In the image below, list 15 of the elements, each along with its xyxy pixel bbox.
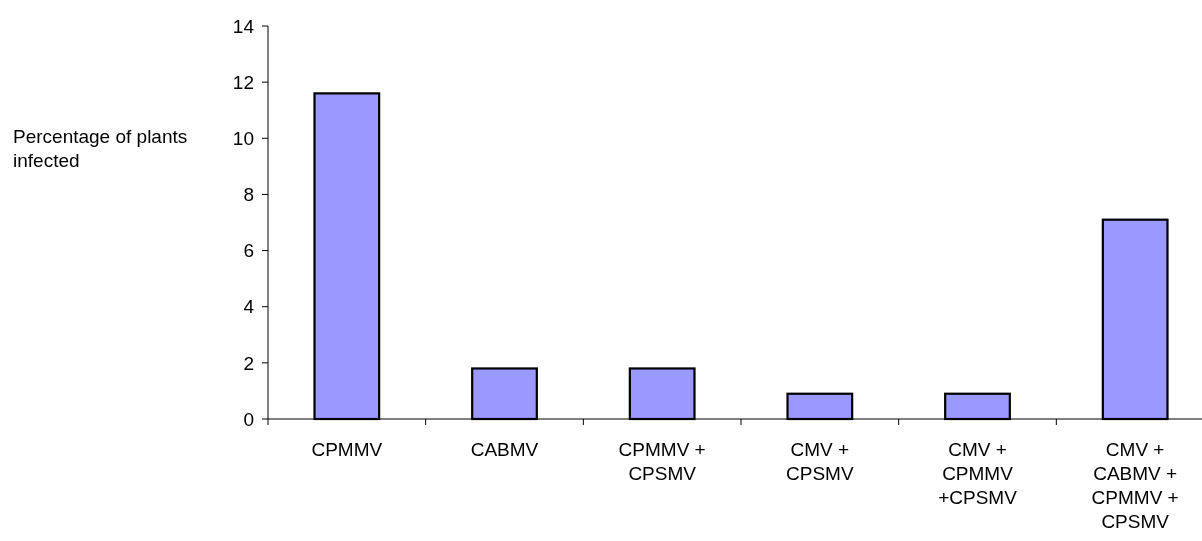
- x-tick-label: CMV + CPMMV +CPSMV: [938, 439, 1018, 508]
- y-tick-label: 14: [232, 15, 255, 37]
- x-tick-label: CPMMV + CPSMV: [618, 439, 706, 484]
- y-tick-label: 8: [243, 184, 254, 206]
- y-axis-title: Percentage of plants infected: [13, 126, 188, 171]
- y-tick-label: 12: [232, 71, 254, 93]
- y-tick-label: 6: [243, 240, 254, 262]
- x-tick-label: CMV + CPSMV: [786, 439, 854, 484]
- y-tick-label: 2: [243, 352, 254, 374]
- y-tick-label: 0: [243, 408, 254, 430]
- y-tick-label: 10: [232, 127, 254, 149]
- x-tick-label: CMV + CABMV + CPMMV + CPSMV: [1091, 439, 1179, 532]
- x-tick-label: CABMV: [470, 439, 539, 460]
- x-tick-label: CPMMV: [311, 439, 383, 460]
- y-tick-label: 4: [243, 296, 255, 318]
